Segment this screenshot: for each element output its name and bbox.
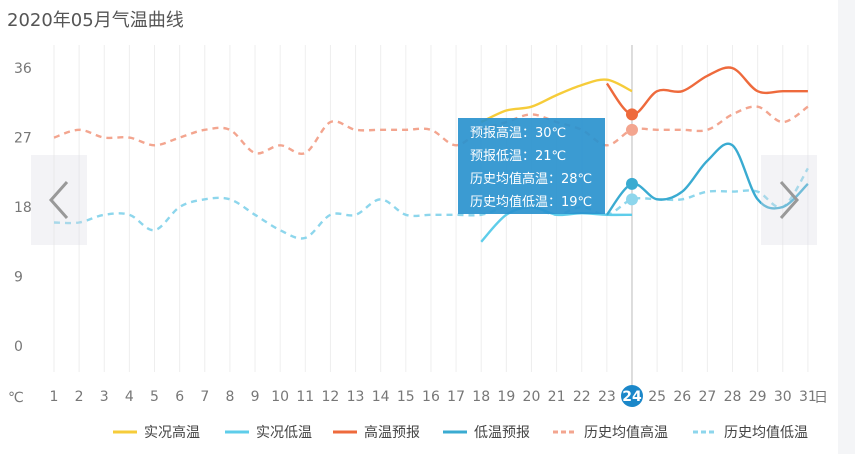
series-line (480, 78, 633, 124)
x-tick-label[interactable]: 9 (251, 389, 260, 405)
x-tick-label[interactable]: 10 (271, 389, 289, 405)
x-tick-label[interactable]: 15 (397, 389, 415, 405)
page-title: 2020年05月气温曲线 (7, 10, 184, 31)
legend-label: 低温预报 (474, 425, 530, 441)
y-tick-label: 18 (14, 200, 32, 216)
x-tick-label[interactable]: 27 (698, 389, 716, 405)
legend-item[interactable]: 高温预报 (333, 424, 420, 441)
x-tick-label[interactable]: 29 (749, 389, 767, 405)
legend-item[interactable]: 实况低温 (225, 425, 312, 441)
x-tick-label[interactable]: 11 (296, 389, 314, 405)
legend-item[interactable]: 低温预报 (443, 425, 530, 441)
legend-label: 实况高温 (144, 424, 200, 441)
x-tick-label[interactable]: 1 (50, 389, 59, 405)
x-tick-label[interactable]: 28 (724, 389, 742, 405)
series-marker (625, 108, 638, 121)
x-tick-label[interactable]: 13 (347, 389, 365, 405)
x-tick-label[interactable]: 20 (523, 389, 541, 405)
tooltip-line-hist-low: 历史均值低温：19℃ (470, 195, 593, 210)
x-tick-label[interactable]: 21 (548, 389, 566, 405)
x-tick-label[interactable]: 8 (225, 389, 234, 405)
x-tick-label[interactable]: 3 (100, 389, 109, 405)
x-unit-label: 日 (814, 390, 828, 406)
prev-button[interactable] (31, 155, 87, 245)
x-tick-label[interactable]: 25 (648, 389, 666, 405)
x-tick-label[interactable]: 4 (125, 389, 134, 405)
y-tick-label: 36 (14, 61, 32, 77)
chevron-left-icon (48, 181, 69, 219)
x-tick-label[interactable]: 19 (497, 389, 515, 405)
tooltip-line-forecast-high: 预报高温：30℃ (470, 126, 567, 141)
series-line (605, 142, 809, 216)
y-unit-label: ℃ (8, 390, 24, 406)
legend-item[interactable]: 实况高温 (113, 424, 200, 441)
x-tick-label[interactable]: 22 (573, 389, 591, 405)
x-tick-label[interactable]: 30 (774, 389, 792, 405)
series-marker (625, 193, 638, 206)
y-tick-label: 9 (14, 270, 23, 286)
x-tick-label[interactable]: 16 (422, 389, 440, 405)
x-tick-label[interactable]: 23 (598, 389, 616, 405)
legend-label: 历史均值高温 (584, 424, 668, 441)
x-tick-label[interactable]: 31 (799, 389, 817, 405)
tooltip: 预报高温：30℃ 预报低温：21℃ 历史均值高温：28℃ 历史均值低温：19℃ (458, 118, 605, 214)
chevron-right-icon (779, 181, 800, 219)
series-marker (625, 177, 638, 190)
y-tick-label: 0 (14, 339, 23, 355)
x-tick-label[interactable]: 18 (472, 389, 490, 405)
tooltip-line-hist-high: 历史均值高温：28℃ (470, 172, 593, 187)
x-tick-label[interactable]: 7 (200, 389, 209, 405)
legend-item[interactable]: 历史均值低温 (693, 425, 808, 441)
scrollbar[interactable] (838, 0, 855, 454)
series-line (605, 66, 808, 116)
y-tick-label: 27 (14, 131, 32, 147)
legend-label: 高温预报 (364, 424, 420, 441)
series-marker (625, 123, 638, 136)
x-tick-label[interactable]: 24 (622, 389, 642, 405)
x-tick-label[interactable]: 14 (372, 389, 390, 405)
x-tick-label[interactable]: 17 (447, 389, 465, 405)
x-tick-label[interactable]: 5 (150, 389, 159, 405)
tooltip-line-forecast-low: 预报低温：21℃ (470, 149, 567, 164)
legend-label: 实况低温 (256, 425, 312, 441)
x-tick-label[interactable]: 6 (175, 389, 184, 405)
x-tick-label[interactable]: 12 (322, 389, 340, 405)
x-tick-label[interactable]: 26 (673, 389, 691, 405)
series-line (53, 167, 809, 240)
x-tick-highlight (620, 385, 643, 407)
next-button[interactable] (761, 155, 817, 245)
x-tick-label[interactable]: 2 (75, 389, 84, 405)
legend-item[interactable]: 历史均值高温 (553, 424, 668, 441)
legend-label: 历史均值低温 (724, 425, 808, 441)
